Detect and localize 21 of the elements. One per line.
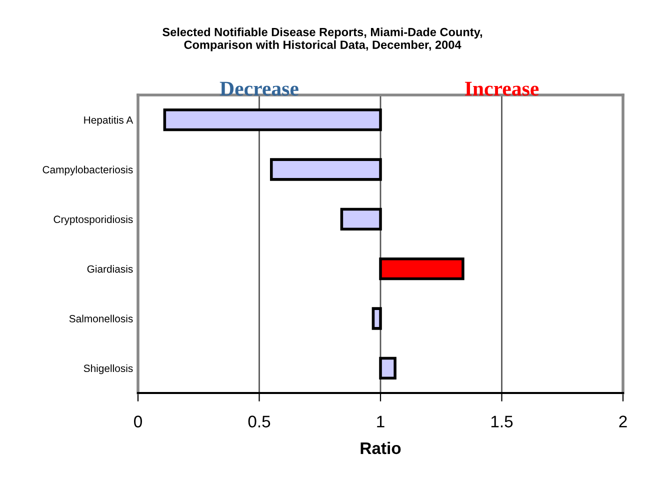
y-tick-label: Campylobacteriosis <box>42 166 133 176</box>
x-axis-title: Ratio <box>360 442 401 454</box>
y-tick-label: Giardiasis <box>87 265 133 273</box>
x-tick-label: 0 <box>134 416 142 428</box>
bar <box>340 208 382 230</box>
y-tick-label: Shigellosis <box>84 364 133 374</box>
bar <box>379 258 464 280</box>
annotation: Increase <box>465 82 539 96</box>
annotation: Decrease <box>220 82 298 96</box>
y-tick-label: Hepatitis A <box>84 116 134 126</box>
chart-title: Selected Notifiable Disease Reports, Miami-Dade County, Comparison with Historical Data, December, 2004 <box>162 28 482 52</box>
bar <box>163 108 382 132</box>
x-tick-label: 0.5 <box>248 416 270 428</box>
bar <box>379 356 396 380</box>
bar <box>372 307 382 330</box>
x-tick-label: 1.5 <box>491 416 513 428</box>
x-tick-label: 2 <box>619 416 627 428</box>
x-tick-label: 1 <box>377 416 384 428</box>
bar <box>270 158 382 181</box>
y-tick-label: Cryptosporidiosis <box>54 215 133 226</box>
y-tick-label: Salmonellosis <box>69 314 133 322</box>
